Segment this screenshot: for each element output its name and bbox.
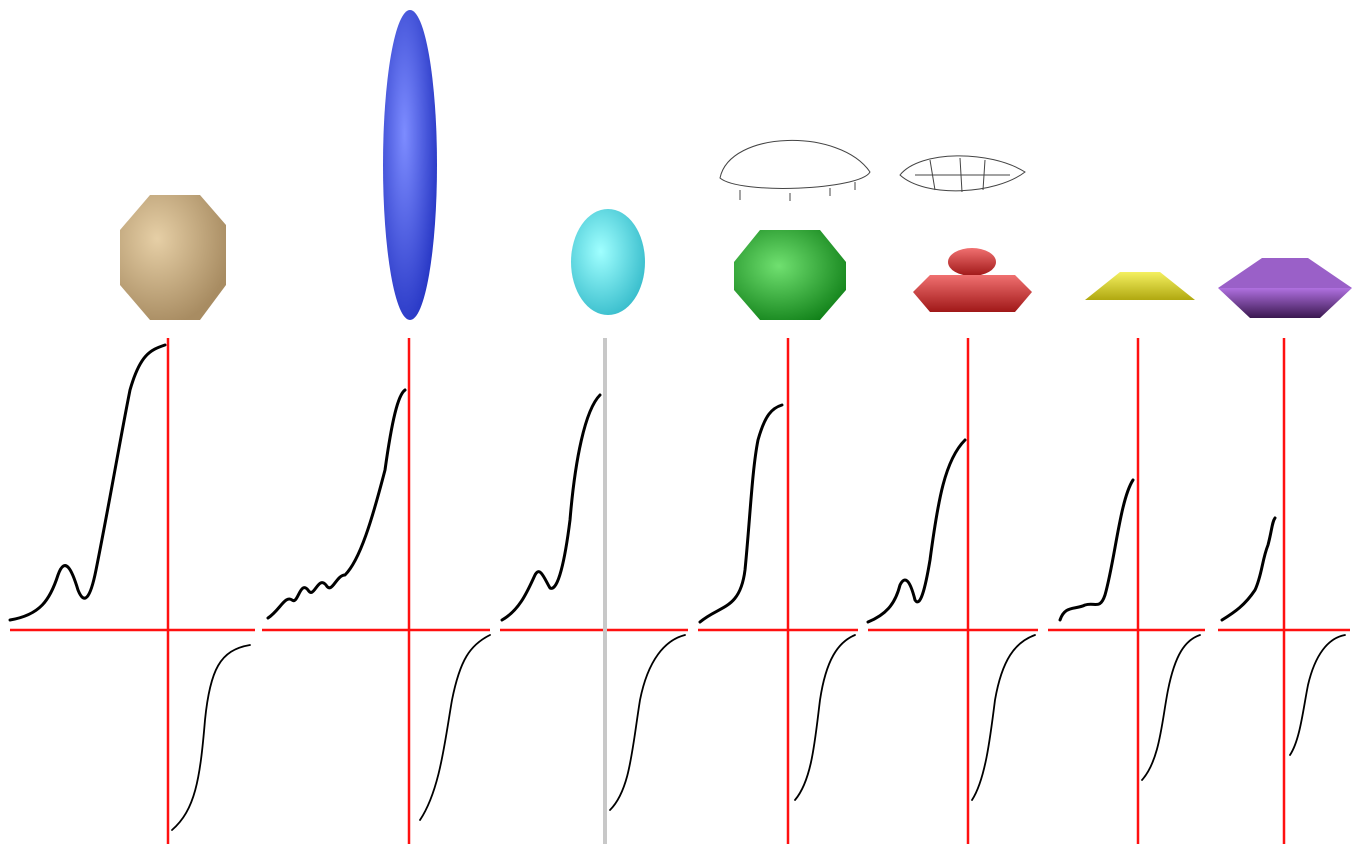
sketch-craft (719, 139, 871, 201)
tan-disc (120, 195, 226, 320)
absorption-curve (500, 393, 602, 622)
dispersion-curve (419, 634, 491, 821)
absorption-curve (266, 388, 407, 620)
absorption-curve (8, 343, 167, 622)
curves (8, 343, 1346, 831)
dispersion-curve (794, 634, 856, 801)
dispersion-curve (971, 634, 1036, 801)
dispersion-curve (1141, 634, 1201, 781)
purple-saucer (1218, 258, 1352, 318)
red-saucer (913, 248, 1032, 312)
absorption-curve (866, 438, 967, 624)
absorption-curve (1058, 478, 1135, 622)
green-solid (734, 230, 846, 320)
dispersion-curve (1289, 634, 1346, 756)
axes (10, 338, 1350, 844)
dispersion-curve (171, 644, 251, 831)
shapes (120, 10, 1352, 320)
sketch-diagram (899, 155, 1026, 193)
cyan-ellipsoid (571, 209, 645, 315)
absorption-curve (1220, 516, 1277, 622)
dispersion-curve (609, 634, 686, 811)
absorption-curve (698, 403, 784, 624)
blue-ellipsoid (383, 10, 437, 320)
yellow-saucer (1085, 272, 1195, 300)
